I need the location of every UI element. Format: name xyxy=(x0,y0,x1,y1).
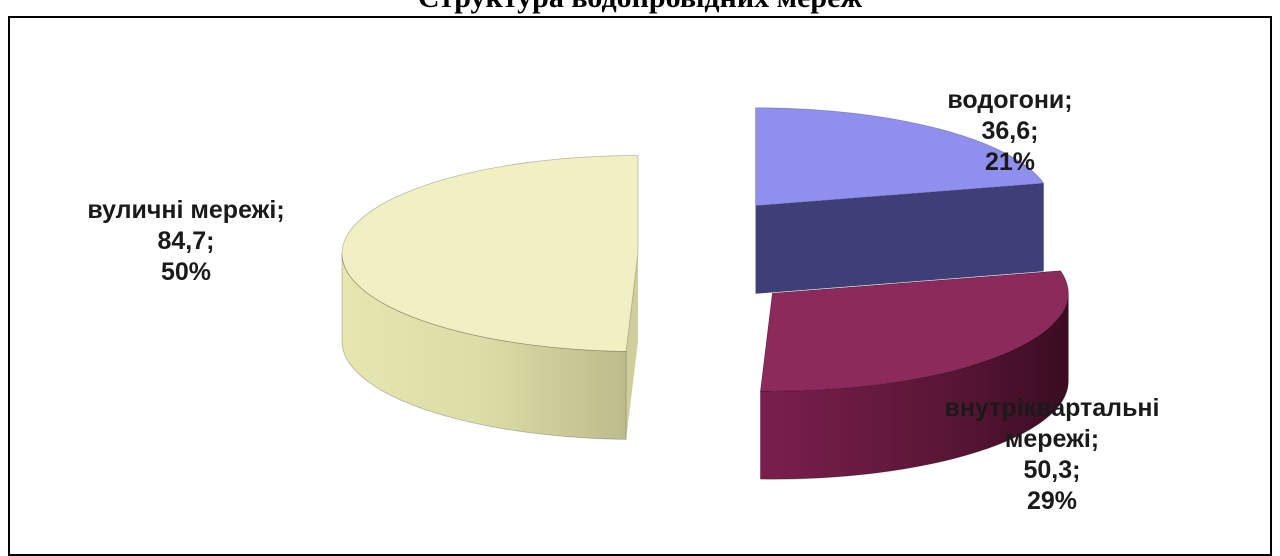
pie-slice-1 xyxy=(755,107,1045,294)
pie-slice-3 xyxy=(341,155,639,440)
pie-chart: водогони; 36,6; 21% внутріквартальні мережі;… xyxy=(87,86,1160,515)
pie-slice-2 xyxy=(759,270,1069,480)
data-label-3: вуличні мережі; 84,7; 50% xyxy=(87,196,284,286)
page-title: Структура водопровідних мереж xyxy=(0,0,1280,14)
pie-slice-3-top xyxy=(341,155,639,352)
data-label-3-line-3: 50% xyxy=(161,258,211,286)
pie-slice-1-top xyxy=(755,107,1045,207)
chart-frame: водогони; 36,6; 21% внутріквартальні мережі;… xyxy=(8,16,1272,556)
data-label-2-line-2: мережі; xyxy=(1005,425,1099,453)
data-label-1-line-3: 21% xyxy=(985,148,1035,176)
data-label-2-line-4: 29% xyxy=(1027,487,1077,515)
data-label-1-line-1: водогони; xyxy=(947,86,1072,114)
data-label-3-line-1: вуличні мережі; xyxy=(87,196,284,224)
pie-slice-2-top xyxy=(759,270,1069,392)
data-label-3-line-2: 84,7; xyxy=(158,227,215,255)
data-label-2-line-3: 50,3; xyxy=(1024,456,1081,484)
data-label-1-line-2: 36,6; xyxy=(982,117,1039,145)
data-label-1: водогони; 36,6; 21% xyxy=(947,86,1072,176)
pie-slice-3-wall-1 xyxy=(626,253,639,440)
data-label-2: внутріквартальні мережі; 50,3; 29% xyxy=(945,394,1160,515)
pie-slice-1-wall-2 xyxy=(755,183,1044,294)
data-label-2-line-1: внутріквартальні xyxy=(945,394,1160,422)
